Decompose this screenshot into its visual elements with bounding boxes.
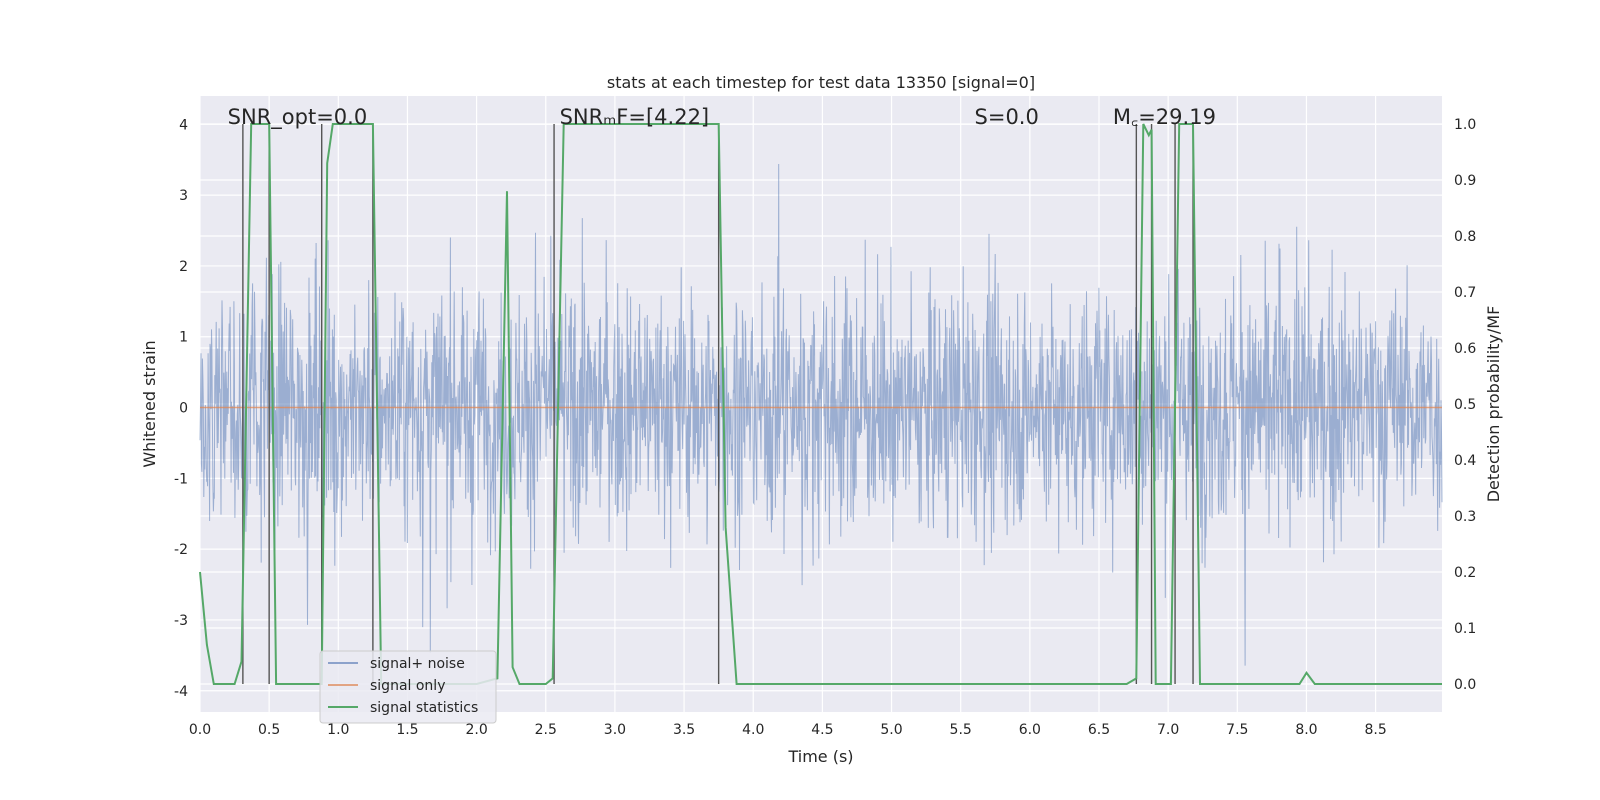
- x-tick-label: 8.0: [1295, 722, 1317, 738]
- legend: signal+ noise signal only signal statist…: [319, 650, 497, 724]
- y2-tick-label: 0.5: [1454, 397, 1476, 413]
- y-tick-label: 2: [179, 259, 188, 275]
- legend-label-statistics: signal statistics: [370, 700, 478, 716]
- noise-line: [199, 163, 1443, 666]
- noise-series: [199, 163, 1443, 666]
- signal-statistics-line: [199, 123, 1442, 685]
- x-axis-label: Time (s): [787, 747, 853, 766]
- y2-tick-label: 0.7: [1454, 285, 1476, 301]
- y-tick-label: 0: [179, 401, 188, 417]
- chart-title: stats at each timestep for test data 133…: [607, 73, 1035, 92]
- x-tick-label: 8.5: [1364, 722, 1386, 738]
- legend-label-signal-only: signal only: [370, 678, 445, 694]
- annotation-text: M꜀=29.19: [1113, 105, 1216, 129]
- x-tick-label: 4.5: [811, 722, 833, 738]
- x-tick-label: 3.0: [604, 722, 626, 738]
- annotations: SNR_opt=0.0 SNRₘF=[4.22] S=0.0 M꜀=29.19: [228, 105, 1216, 130]
- x-tick-label: 2.0: [465, 722, 487, 738]
- y-tick-label: -2: [174, 542, 188, 558]
- y2-tick-label: 0.4: [1454, 453, 1476, 469]
- y2-tick-label: 0.8: [1454, 229, 1476, 245]
- x-tick-label: 5.0: [880, 722, 902, 738]
- y-tick-label: 3: [179, 188, 188, 204]
- x-tick-label: 7.0: [1157, 722, 1179, 738]
- annotation-text: S=0.0: [975, 105, 1039, 129]
- x-tick-label: 0.0: [189, 722, 211, 738]
- y-tick-label: -1: [174, 471, 188, 487]
- x-tick-label: 1.0: [327, 722, 349, 738]
- x-tick-label: 7.5: [1226, 722, 1248, 738]
- x-tick-label: 6.5: [1088, 722, 1110, 738]
- y2-tick-label: 0.0: [1454, 677, 1476, 693]
- legend-box: [319, 650, 497, 724]
- x-tick-label: 4.0: [742, 722, 764, 738]
- y-tick-labels: 4 3 2 1 0 -1 -2 -3 -4: [174, 117, 188, 699]
- y2-tick-label: 0.2: [1454, 565, 1476, 581]
- x-tick-labels: 0.0 0.5 1.0 1.5 2.0 2.5 3.0 3.5 4.0 4.5 5.0 5.5 6.0 6…: [189, 722, 1387, 738]
- x-tick-label: 6.0: [1019, 722, 1041, 738]
- legend-label-noise: signal+ noise: [370, 656, 465, 672]
- y-tick-label: 4: [179, 117, 188, 133]
- y2-tick-label: 1.0: [1454, 117, 1476, 133]
- y2-axis-label: Detection probability/MF: [1484, 306, 1503, 503]
- signal-statistics-series: [199, 123, 1442, 685]
- y-tick-label: -4: [174, 684, 188, 700]
- y-axis-label: Whitened strain: [140, 340, 159, 467]
- y2-tick-label: 0.6: [1454, 341, 1476, 357]
- x-tick-label: 5.5: [950, 722, 972, 738]
- y-tick-label: 1: [179, 330, 188, 346]
- x-tick-label: 2.5: [535, 722, 557, 738]
- y2-tick-label: 0.3: [1454, 509, 1476, 525]
- y2-tick-label: 0.9: [1454, 173, 1476, 189]
- y-tick-label: -3: [174, 613, 188, 629]
- y2-tick-label: 0.1: [1454, 621, 1476, 637]
- x-tick-label: 1.5: [396, 722, 418, 738]
- annotation-text: SNRₘF=[4.22]: [560, 105, 710, 129]
- x-tick-label: 3.5: [673, 722, 695, 738]
- y2-tick-labels: 1.0 0.9 0.8 0.7 0.6 0.5 0.4 0.3 0.2 0.1 0.0: [1454, 117, 1476, 693]
- annotation-text: SNR_opt=0.0: [228, 105, 368, 130]
- x-tick-label: 0.5: [258, 722, 280, 738]
